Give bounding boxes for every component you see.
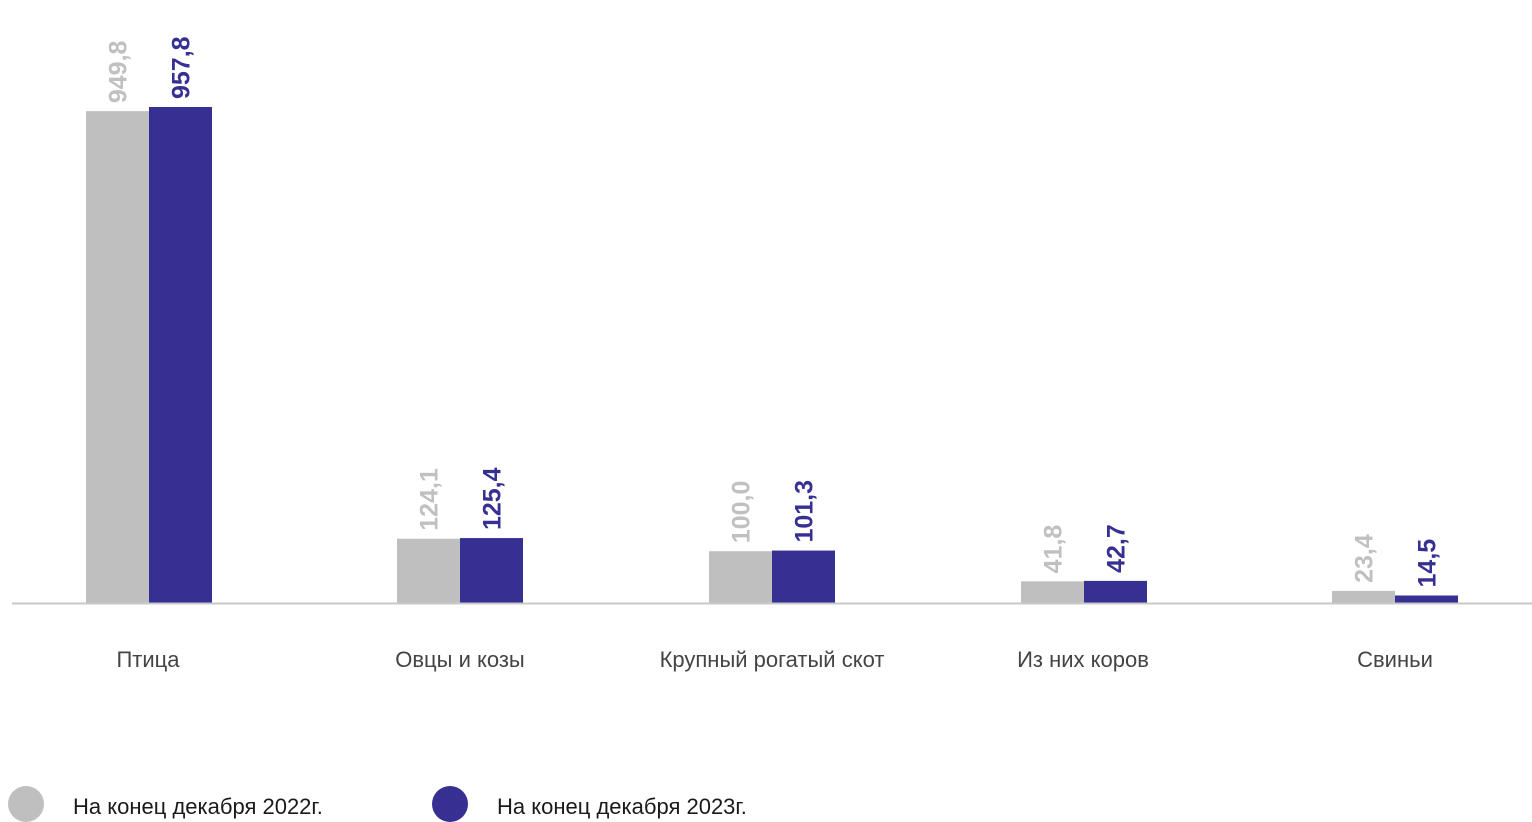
category-label-1: Овцы и козы bbox=[395, 647, 525, 672]
bar-2023-0 bbox=[149, 107, 212, 603]
bar-2022-0 bbox=[86, 111, 149, 604]
data-label-2022-1: 124,1 bbox=[416, 468, 444, 531]
data-label-2023-2: 101,3 bbox=[791, 480, 819, 543]
data-label-2023-0: 957,8 bbox=[168, 36, 196, 99]
data-label-2022-0: 949,8 bbox=[105, 40, 133, 103]
legend-swatch-2022 bbox=[8, 786, 44, 822]
bar-2023-1 bbox=[460, 538, 523, 603]
bar-2023-2 bbox=[772, 550, 835, 603]
category-label-0: Птица bbox=[116, 647, 180, 672]
legend-label-2023: На конец декабря 2023г. bbox=[497, 794, 747, 819]
data-label-2023-1: 125,4 bbox=[479, 467, 507, 530]
data-label-2022-3: 41,8 bbox=[1040, 525, 1068, 574]
legend: На конец декабря 2022г. На конец декабря… bbox=[0, 770, 1000, 822]
data-label-2023-4: 14,5 bbox=[1414, 539, 1442, 588]
bar-chart: 949,8 124,1 100,0 41,8 23,4 957,8 125,4 101,3 42… bbox=[12, 36, 1532, 672]
bar-2022-3 bbox=[1021, 581, 1084, 603]
data-label-2022-4: 23,4 bbox=[1351, 534, 1379, 583]
bar-2023-3 bbox=[1084, 580, 1147, 603]
category-label-3: Из них коров bbox=[1017, 647, 1149, 672]
data-label-2022-2: 100,0 bbox=[728, 481, 756, 544]
legend-swatch-2023 bbox=[432, 786, 468, 822]
category-label-2: Крупный рогатый скот bbox=[660, 647, 885, 672]
bar-2023-4 bbox=[1395, 595, 1458, 603]
legend-label-2022: На конец декабря 2022г. bbox=[73, 794, 323, 819]
bar-2022-4 bbox=[1332, 590, 1395, 603]
category-label-4: Свиньи bbox=[1357, 647, 1433, 672]
bar-2022-2 bbox=[709, 551, 772, 603]
bar-2022-1 bbox=[397, 538, 460, 603]
data-label-2023-3: 42,7 bbox=[1103, 524, 1131, 573]
